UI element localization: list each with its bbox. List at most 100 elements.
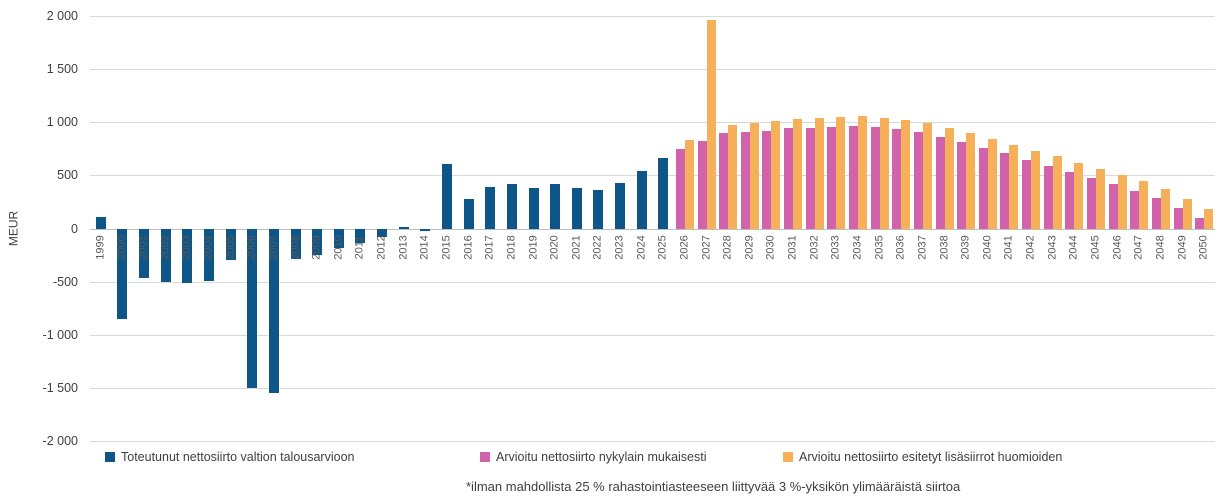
bar-lisasiirrot-2048: [1160, 189, 1170, 229]
bar-lisasiirrot-2028: [728, 124, 738, 229]
x-axis-label: 2039: [959, 234, 972, 260]
x-axis-label: 2028: [721, 234, 734, 260]
bar-toteutunut-2023: [615, 182, 626, 229]
bar-lisasiirrot-2034: [858, 115, 868, 229]
bar-lisasiirrot-2043: [1052, 156, 1062, 229]
bar-nykylain-2048: [1151, 198, 1161, 229]
x-axis-label: 2007: [267, 234, 280, 260]
x-axis-label: 2030: [764, 234, 777, 260]
x-axis-label: 2001: [137, 234, 150, 260]
bar-nykylain-2045: [1087, 177, 1096, 229]
bar-toteutunut-2004: [203, 228, 214, 281]
x-axis-label: 2031: [786, 234, 799, 260]
bar-lisasiirrot-2040: [987, 139, 997, 229]
bar-nykylain-2047: [1130, 190, 1140, 229]
bar-nykylain-2032: [805, 127, 815, 229]
footnote: *ilman mahdollista 25 % rahastointiastee…: [466, 479, 961, 494]
bar-toteutunut-2012: [377, 228, 388, 237]
y-axis-tick: 1 000: [46, 115, 78, 130]
gridline: [90, 122, 1215, 124]
x-axis-label: 2049: [1176, 234, 1189, 260]
x-axis-label: 2046: [1111, 234, 1124, 260]
bar-lisasiirrot-2029: [749, 123, 759, 229]
x-axis-label: 2023: [613, 234, 626, 260]
bar-toteutunut-2016: [463, 198, 474, 229]
x-axis-label: 2045: [1089, 234, 1102, 260]
bar-nykylain-2044: [1065, 171, 1075, 229]
bar-lisasiirrot-2050: [1204, 209, 1214, 229]
bar-nykylain-2050: [1195, 218, 1205, 229]
x-axis-label: 2017: [483, 234, 496, 260]
bar-toteutunut-2005: [225, 228, 236, 261]
y-axis-tick: 1 500: [46, 62, 78, 77]
y-axis-tick: 0: [71, 221, 78, 236]
bar-lisasiirrot-2030: [771, 121, 781, 229]
bar-toteutunut-2000: [117, 228, 128, 319]
bar-lisasiirrot-2042: [1031, 150, 1041, 229]
bar-nykylain-2041: [1000, 153, 1010, 229]
x-axis-label: 2003: [180, 234, 193, 260]
bar-toteutunut-2025: [658, 158, 669, 229]
gridline: [90, 175, 1215, 177]
bar-lisasiirrot-2033: [836, 117, 846, 229]
y-axis-title: MEUR: [6, 210, 21, 247]
x-axis-label: 2002: [159, 234, 172, 260]
x-axis-label: 2008: [289, 234, 302, 260]
y-axis-tick: -500: [52, 274, 78, 289]
x-axis-label: 2035: [873, 234, 886, 260]
bar-lisasiirrot-2026: [684, 140, 694, 229]
bar-nykylain-2043: [1043, 166, 1053, 229]
x-axis-label: 2038: [938, 234, 951, 260]
bar-nykylain-2028: [719, 132, 729, 229]
x-axis-label: 2014: [418, 234, 431, 260]
bar-toteutunut-1999: [95, 216, 106, 229]
bar-nykylain-2036: [892, 129, 902, 229]
x-axis-label: 2042: [1024, 234, 1037, 260]
x-axis-label: 2000: [115, 234, 128, 260]
bar-lisasiirrot-2036: [901, 120, 911, 229]
y-axis-tick: -2 000: [42, 434, 78, 448]
x-axis-label: 2010: [332, 234, 345, 260]
x-axis-label: 2027: [700, 234, 713, 260]
bar-lisasiirrot-2037: [922, 123, 932, 229]
legend-swatch-blue-icon: [105, 452, 115, 462]
bar-lisasiirrot-2035: [879, 118, 889, 229]
x-axis-label: 2033: [829, 234, 842, 260]
bar-nykylain-2026: [675, 148, 685, 229]
x-axis-label: 2029: [743, 234, 756, 260]
bar-lisasiirrot-2031: [793, 119, 803, 229]
gridline: [90, 16, 1215, 17]
x-axis-label: 2015: [440, 234, 453, 260]
bar-toteutunut-2002: [160, 228, 171, 282]
bar-nykylain-2031: [784, 128, 794, 229]
bar-nykylain-2035: [870, 127, 880, 229]
legend-swatch-pink-icon: [480, 452, 490, 462]
x-axis-label: 2026: [678, 234, 691, 260]
bar-toteutunut-2014: [420, 228, 431, 231]
bar-nykylain-2030: [762, 130, 772, 229]
bar-nykylain-2033: [827, 127, 837, 229]
x-axis-label: 2044: [1067, 234, 1080, 260]
bar-lisasiirrot-2038: [944, 128, 954, 229]
x-axis-label: 2005: [224, 234, 237, 260]
y-axis-tick: 500: [57, 168, 78, 183]
bar-toteutunut-2003: [182, 228, 193, 283]
bar-nykylain-2046: [1108, 184, 1118, 229]
x-axis-label: 2048: [1154, 234, 1167, 260]
y-axis-tick: -1 500: [42, 380, 78, 395]
bar-toteutunut-2006: [247, 228, 258, 388]
gridline: [90, 228, 1215, 230]
bar-lisasiirrot-2046: [1117, 174, 1127, 229]
legend-item-toteutunut: Toteutunut nettosiirto valtion talousarv…: [105, 450, 354, 464]
bar-lisasiirrot-2044: [1074, 162, 1084, 229]
x-axis-label: 2012: [375, 234, 388, 260]
gridline: [90, 334, 1215, 336]
legend-item-nykylain: Arvioitu nettosiirto nykylain mukaisesti: [480, 450, 707, 464]
bar-nykylain-2049: [1173, 208, 1183, 229]
x-axis-label: 2034: [851, 234, 864, 260]
bar-toteutunut-2001: [139, 228, 150, 279]
legend-label-toteutunut: Toteutunut nettosiirto valtion talousarv…: [121, 450, 355, 464]
bar-lisasiirrot-2041: [1009, 144, 1019, 229]
bar-toteutunut-2021: [571, 187, 582, 229]
bar-nykylain-2038: [935, 136, 945, 229]
